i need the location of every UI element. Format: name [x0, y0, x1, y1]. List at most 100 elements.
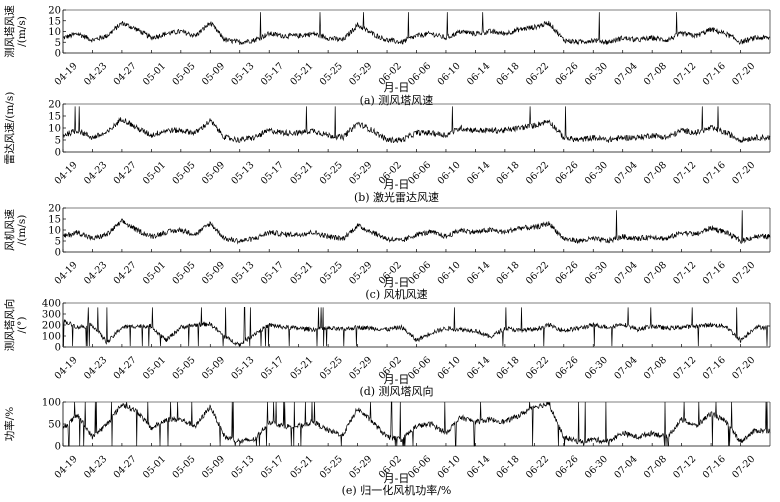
- panel-caption: (e) 归一化风机功率/%: [342, 483, 452, 497]
- x-tick-label: 04-19: [53, 61, 80, 88]
- x-tick-label: 05-13: [229, 260, 256, 287]
- panel-caption: (b) 激光雷达风速: [354, 190, 439, 204]
- x-axis-label: 月-日: [384, 276, 410, 289]
- y-tick-label: 20: [48, 100, 61, 111]
- x-tick-label: 06-06: [406, 355, 433, 382]
- x-tick-label: 05-21: [288, 160, 315, 187]
- y-tick-label: 5: [55, 136, 61, 147]
- x-tick-label: 04-27: [112, 355, 139, 382]
- x-tick-label: 05-17: [259, 61, 286, 88]
- x-tick-label: 06-22: [524, 160, 551, 187]
- x-tick-label: 05-29: [347, 160, 374, 187]
- y-tick-label: 0: [55, 343, 61, 354]
- x-tick-label: 07-12: [671, 355, 698, 382]
- x-tick-label: 07-12: [671, 454, 698, 481]
- x-tick-label: 04-23: [82, 355, 109, 382]
- x-tick-label: 06-14: [465, 454, 492, 481]
- y-tick-label: 50: [48, 420, 61, 431]
- x-tick-label: 04-19: [53, 355, 80, 382]
- x-tick-label: 05-01: [141, 355, 168, 382]
- series-line-0: [62, 307, 771, 347]
- x-tick-label: 07-08: [642, 454, 669, 481]
- x-tick-label: 06-26: [553, 61, 580, 88]
- x-tick-label: 05-13: [229, 61, 256, 88]
- x-tick-label: 07-20: [730, 160, 757, 187]
- x-tick-label: 07-08: [642, 260, 669, 287]
- x-tick-label: 04-23: [82, 160, 109, 187]
- x-tick-label: 06-30: [583, 61, 610, 88]
- y-axis-label: /(m/s): [16, 16, 28, 47]
- x-tick-label: 05-09: [200, 454, 227, 481]
- x-tick-label: 05-29: [347, 454, 374, 481]
- x-tick-label: 05-21: [288, 355, 315, 382]
- x-tick-label: 07-16: [701, 260, 728, 287]
- x-tick-label: 05-05: [170, 61, 197, 88]
- x-tick-label: 04-19: [53, 260, 80, 287]
- x-tick-label: 07-20: [730, 260, 757, 287]
- panel-caption: (d) 测风塔风向: [359, 384, 433, 398]
- x-tick-label: 04-19: [53, 160, 80, 187]
- x-tick-label: 05-17: [259, 454, 286, 481]
- x-tick-label: 04-19: [53, 454, 80, 481]
- x-tick-label: 06-14: [465, 160, 492, 187]
- x-tick-label: 05-25: [318, 454, 345, 481]
- x-axis-label: 月-日: [384, 81, 410, 94]
- x-tick-label: 05-09: [200, 160, 227, 187]
- y-axis-label: /(m/s): [16, 215, 28, 246]
- x-tick-label: 07-04: [612, 355, 639, 382]
- y-tick-label: 5: [55, 38, 61, 49]
- x-tick-label: 05-01: [141, 160, 168, 187]
- x-tick-label: 05-29: [347, 355, 374, 382]
- x-axis-label: 月-日: [384, 472, 410, 485]
- x-tick-label: 06-22: [524, 454, 551, 481]
- x-axis-label: 月-日: [384, 373, 410, 386]
- panel-caption: (a) 测风塔风速: [360, 94, 434, 107]
- x-tick-label: 04-23: [82, 260, 109, 287]
- x-tick-label: 06-30: [583, 160, 610, 187]
- x-tick-label: 06-06: [406, 160, 433, 187]
- x-tick-label: 06-10: [436, 454, 463, 481]
- x-tick-label: 06-10: [436, 260, 463, 287]
- x-tick-label: 06-18: [495, 61, 522, 88]
- y-tick-label: 200: [42, 321, 61, 332]
- x-tick-label: 05-05: [170, 260, 197, 287]
- y-tick-label: 10: [48, 226, 61, 237]
- y-tick-label: 10: [48, 27, 61, 38]
- x-tick-label: 04-23: [82, 61, 109, 88]
- x-tick-label: 06-30: [583, 260, 610, 287]
- y-tick-label: 10: [48, 124, 61, 135]
- x-tick-label: 06-14: [465, 260, 492, 287]
- y-tick-label: 0: [55, 248, 61, 259]
- x-tick-label: 06-22: [524, 260, 551, 287]
- x-tick-label: 06-18: [495, 260, 522, 287]
- y-tick-label: 20: [48, 204, 61, 215]
- x-tick-label: 05-29: [347, 260, 374, 287]
- x-tick-label: 07-04: [612, 61, 639, 88]
- y-tick-label: 0: [55, 148, 61, 159]
- x-tick-label: 06-18: [495, 454, 522, 481]
- x-tick-label: 06-06: [406, 454, 433, 481]
- x-tick-label: 06-18: [495, 160, 522, 187]
- x-tick-label: 05-09: [200, 260, 227, 287]
- x-tick-label: 04-27: [112, 160, 139, 187]
- x-tick-label: 06-14: [465, 355, 492, 382]
- x-tick-label: 06-14: [465, 61, 492, 88]
- series-line-0: [63, 12, 771, 46]
- x-tick-label: 06-06: [406, 61, 433, 88]
- x-tick-label: 05-13: [229, 454, 256, 481]
- x-tick-label: 05-21: [288, 61, 315, 88]
- y-tick-label: 15: [48, 112, 61, 123]
- x-tick-label: 06-10: [436, 355, 463, 382]
- x-tick-label: 06-30: [583, 355, 610, 382]
- x-tick-label: 05-25: [318, 260, 345, 287]
- x-tick-label: 07-20: [730, 454, 757, 481]
- x-tick-label: 05-21: [288, 454, 315, 481]
- x-tick-label: 07-04: [612, 454, 639, 481]
- y-tick-label: 5: [55, 237, 61, 248]
- x-tick-label: 07-04: [612, 160, 639, 187]
- x-tick-label: 05-17: [259, 260, 286, 287]
